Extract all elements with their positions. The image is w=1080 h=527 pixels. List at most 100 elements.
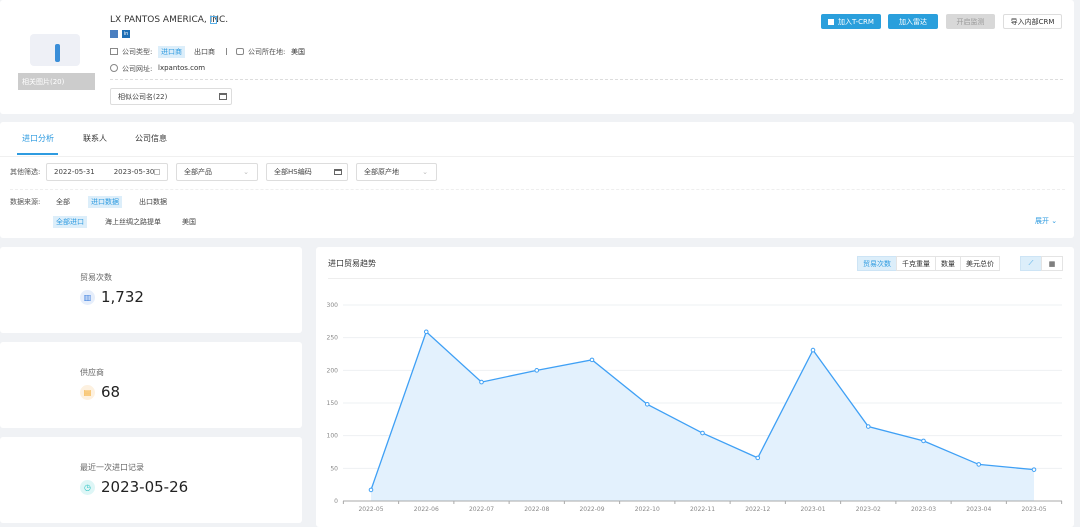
chart-title: 进口贸易趋势	[328, 259, 376, 268]
company-name: LX PANTOS AMERICA, INC.	[110, 15, 229, 25]
stat-card-suppliers: 供应商 ▤ 68	[0, 342, 302, 428]
metric-trades[interactable]: 贸易次数	[857, 256, 897, 271]
dashed-divider	[110, 79, 1063, 80]
data-point	[368, 487, 374, 493]
website-label: 公司网址:	[122, 65, 153, 73]
tab-contacts[interactable]: 联系人	[83, 134, 107, 143]
metric-usd[interactable]: 美元总价	[960, 256, 1000, 271]
tcrm-icon	[828, 18, 835, 25]
filter-dashed-divider	[10, 189, 1065, 190]
clock-icon: ◷	[80, 479, 95, 495]
chevron-down-icon: ⌄	[1051, 217, 1058, 225]
stat-value: 68	[101, 383, 121, 401]
chart-type-switch: ⟋ ▦	[1020, 256, 1063, 271]
stat-value-row: ◷ 2023-05-26	[80, 478, 188, 496]
y-tick-label: 150	[327, 400, 339, 407]
hs-code-select[interactable]: 全部HS编码	[266, 163, 348, 181]
person-figure-icon	[55, 44, 60, 62]
location-value: 美国	[291, 48, 305, 56]
start-monitor-button[interactable]: 开启监测	[946, 14, 995, 29]
import-crm-button[interactable]: 导入内部CRM	[1003, 14, 1062, 29]
divider	[226, 48, 227, 55]
stat-card-trades: 贸易次数 ▥ 1,732	[0, 247, 302, 333]
source-export-data[interactable]: 出口数据	[139, 198, 167, 206]
stat-label: 贸易次数	[80, 273, 112, 282]
type-exporter: 出口商	[194, 48, 215, 56]
area-fill	[371, 331, 1034, 501]
source-import-data[interactable]: 进口数据	[88, 196, 122, 208]
trend-chart-panel: 进口贸易趋势 贸易次数 千克重量 数量 美元总价 ⟋ ▦ 0 50 100 150 20…	[316, 247, 1074, 527]
data-point	[644, 402, 650, 407]
origin-select[interactable]: 全部原产地 ⌄	[356, 163, 437, 181]
data-point	[921, 438, 926, 444]
stat-value: 2023-05-26	[101, 478, 189, 496]
x-tick-label: 2022-12	[745, 506, 770, 513]
subsource-usa[interactable]: 美国	[182, 218, 196, 226]
x-tick-label: 2023-02	[856, 506, 881, 513]
y-tick-label: 50	[330, 465, 338, 472]
data-point	[534, 368, 540, 373]
x-tick-label: 2022-08	[524, 506, 549, 513]
source-all[interactable]: 全部	[56, 198, 70, 206]
company-type-icon	[110, 48, 118, 55]
location-label: 公司所在地:	[248, 48, 286, 56]
product-select[interactable]: 全部产品 ⌄	[176, 163, 258, 181]
add-radar-button[interactable]: 加入雷达	[888, 14, 938, 29]
data-point	[1031, 467, 1037, 472]
filter-panel: 进口分析 联系人 公司信息 其他筛选: 2022-05-31 2023-05-30…	[0, 122, 1074, 238]
data-point	[976, 462, 982, 467]
metric-switch: 贸易次数 千克重量 数量 美元总价	[857, 256, 1000, 271]
source-label: 数据来源:	[10, 198, 41, 206]
similar-company-label: 相似公司名(22)	[118, 92, 168, 101]
calendar-icon	[219, 93, 227, 100]
related-photos-button[interactable]: 相关图片(20)	[18, 73, 95, 90]
website-link[interactable]: lxpantos.com	[158, 64, 206, 72]
stat-value: 1,732	[101, 288, 144, 306]
similar-company-select[interactable]: 相似公司名(22)	[110, 88, 232, 105]
calendar-icon	[334, 169, 342, 175]
tab-active-underline	[17, 153, 58, 155]
x-tick-label: 2022-07	[469, 506, 494, 513]
x-tick-label: 2022-05	[358, 506, 383, 513]
data-point	[865, 424, 871, 429]
product-value: 全部产品	[184, 168, 212, 176]
stat-label: 供应商	[80, 368, 104, 377]
expand-button[interactable]: 展开 ⌄	[1035, 216, 1057, 226]
globe-icon	[110, 64, 118, 72]
stat-value-row: ▥ 1,732	[80, 288, 144, 306]
data-point	[423, 329, 429, 335]
data-point	[755, 455, 761, 461]
linkedin-icon[interactable]: in	[122, 30, 130, 38]
subsource-all-import[interactable]: 全部进口	[53, 216, 87, 228]
filter-label: 其他筛选:	[10, 168, 41, 176]
add-tcrm-button[interactable]: 加入T-CRM	[821, 14, 881, 29]
stat-value-row: ▤ 68	[80, 383, 120, 401]
y-tick-label: 200	[327, 367, 339, 374]
y-tick-label: 0	[334, 498, 338, 505]
origin-value: 全部原产地	[364, 168, 399, 176]
type-importer: 进口商	[158, 46, 185, 58]
y-tick-label: 250	[327, 335, 339, 342]
data-point	[479, 379, 484, 385]
line-chart-icon[interactable]: ⟋	[1020, 256, 1042, 271]
y-tick-label: 300	[327, 302, 339, 309]
y-tick-label: 100	[327, 433, 339, 440]
expand-label: 展开	[1035, 217, 1049, 225]
stat-label: 最近一次进口记录	[80, 463, 144, 472]
table-icon[interactable]: ▦	[1041, 256, 1063, 271]
tab-company-info[interactable]: 公司信息	[135, 134, 167, 143]
data-point	[810, 347, 816, 353]
chevron-down-icon: ⌄	[243, 168, 249, 176]
x-tick-label: 2022-06	[414, 506, 439, 513]
date-start: 2022-05-31	[54, 168, 95, 176]
subsource-silk-road[interactable]: 海上丝绸之路提单	[105, 218, 161, 226]
x-tick-label: 2023-04	[966, 506, 991, 513]
x-tick-label: 2023-01	[800, 506, 825, 513]
copy-icon[interactable]	[210, 16, 217, 24]
website-logo-icon[interactable]	[110, 30, 118, 38]
data-point	[700, 430, 705, 436]
x-tick-label: 2022-11	[690, 506, 715, 513]
stat-card-last-import: 最近一次进口记录 ◷ 2023-05-26	[0, 437, 302, 523]
date-range-picker[interactable]: 2022-05-31 2023-05-30	[46, 163, 168, 181]
tab-import-analysis[interactable]: 进口分析	[22, 134, 54, 143]
